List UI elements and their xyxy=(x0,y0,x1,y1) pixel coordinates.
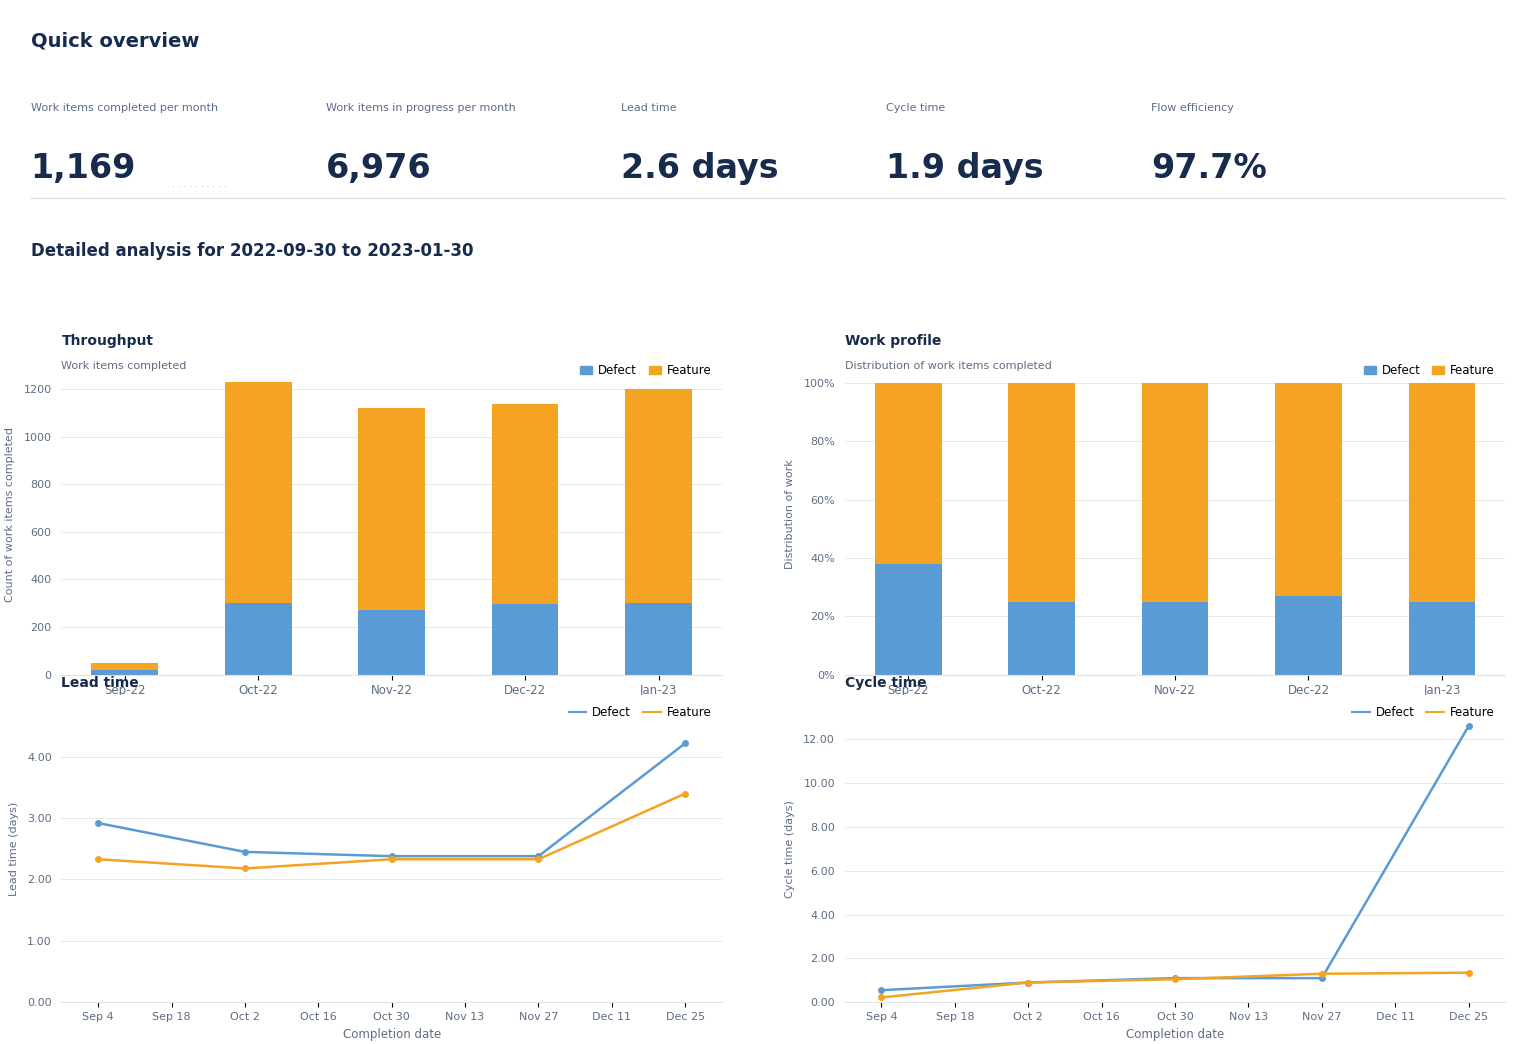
Text: Work items completed: Work items completed xyxy=(61,361,187,372)
X-axis label: Completion date: Completion date xyxy=(1126,703,1224,716)
Bar xyxy=(1275,596,1342,674)
X-axis label: Completion date: Completion date xyxy=(343,1027,441,1041)
Text: Detailed analysis for 2022-09-30 to 2023-01-30: Detailed analysis for 2022-09-30 to 2023… xyxy=(31,242,473,260)
Bar xyxy=(1141,601,1209,674)
Line: Feature: Feature xyxy=(879,970,1471,1000)
Bar xyxy=(1409,601,1475,674)
Feature xyxy=(872,991,891,1003)
Text: Work profile: Work profile xyxy=(845,334,942,349)
Legend: Defect, Feature: Defect, Feature xyxy=(1359,359,1499,382)
Bar xyxy=(625,603,691,674)
Y-axis label: Lead time (days): Lead time (days) xyxy=(9,802,18,896)
Bar xyxy=(625,389,691,603)
Y-axis label: Distribution of work: Distribution of work xyxy=(785,459,796,569)
Defect xyxy=(89,816,108,829)
Bar xyxy=(492,404,559,604)
Text: Cycle time: Cycle time xyxy=(886,102,945,113)
Feature xyxy=(1166,973,1184,986)
Defect xyxy=(530,850,548,862)
Y-axis label: Cycle time (days): Cycle time (days) xyxy=(785,800,796,898)
Text: Work items completed per month: Work items completed per month xyxy=(31,102,218,113)
X-axis label: Completion date: Completion date xyxy=(1126,1027,1224,1041)
Text: Lead time: Lead time xyxy=(621,102,676,113)
Text: 6,976: 6,976 xyxy=(326,152,432,185)
Bar xyxy=(1141,383,1209,601)
Bar xyxy=(876,383,942,564)
Defect xyxy=(382,850,401,862)
Feature xyxy=(1459,967,1478,979)
Defect xyxy=(1018,976,1037,989)
Legend: Defect, Feature: Defect, Feature xyxy=(1347,702,1499,723)
Text: Cycle time: Cycle time xyxy=(845,677,926,690)
Text: Lead time: Lead time xyxy=(61,677,140,690)
Defect xyxy=(676,737,694,750)
Text: Flow efficiency: Flow efficiency xyxy=(1152,102,1235,113)
Bar xyxy=(358,611,425,674)
Y-axis label: Count of work items completed: Count of work items completed xyxy=(5,427,15,601)
Feature xyxy=(89,853,108,865)
Line: Feature: Feature xyxy=(95,790,688,872)
Defect xyxy=(1166,972,1184,984)
Text: 97.7%: 97.7% xyxy=(1152,152,1267,185)
Bar xyxy=(876,564,942,674)
Text: Work items in progress per month: Work items in progress per month xyxy=(326,102,516,113)
Bar xyxy=(224,603,292,674)
Legend: Defect, Feature: Defect, Feature xyxy=(564,702,716,723)
Feature xyxy=(530,853,548,865)
Text: Distribution of work items completed: Distribution of work items completed xyxy=(845,361,1052,372)
Defect xyxy=(235,846,253,858)
Text: · · · · · · · · · ·: · · · · · · · · · · xyxy=(172,183,227,192)
Legend: Defect, Feature: Defect, Feature xyxy=(576,359,716,382)
Bar xyxy=(1275,383,1342,596)
X-axis label: Completion date: Completion date xyxy=(343,703,441,716)
Bar xyxy=(92,663,158,670)
Text: 1.9 days: 1.9 days xyxy=(886,152,1043,185)
Bar xyxy=(1008,383,1075,601)
Line: Defect: Defect xyxy=(879,723,1471,993)
Bar xyxy=(1409,383,1475,601)
Bar xyxy=(224,382,292,603)
Bar xyxy=(492,604,559,674)
Feature xyxy=(235,862,253,875)
Line: Defect: Defect xyxy=(95,740,688,859)
Feature xyxy=(676,787,694,800)
Defect xyxy=(1459,719,1478,732)
Feature xyxy=(382,853,401,865)
Feature xyxy=(1313,968,1332,980)
Bar xyxy=(358,408,425,611)
Text: 1,169: 1,169 xyxy=(31,152,137,185)
Bar xyxy=(1008,601,1075,674)
Defect xyxy=(872,983,891,996)
Text: 2.6 days: 2.6 days xyxy=(621,152,779,185)
Defect xyxy=(1313,972,1332,984)
Text: Quick overview: Quick overview xyxy=(31,31,200,50)
Feature xyxy=(1018,976,1037,989)
Bar xyxy=(92,670,158,674)
Text: Throughput: Throughput xyxy=(61,334,154,349)
